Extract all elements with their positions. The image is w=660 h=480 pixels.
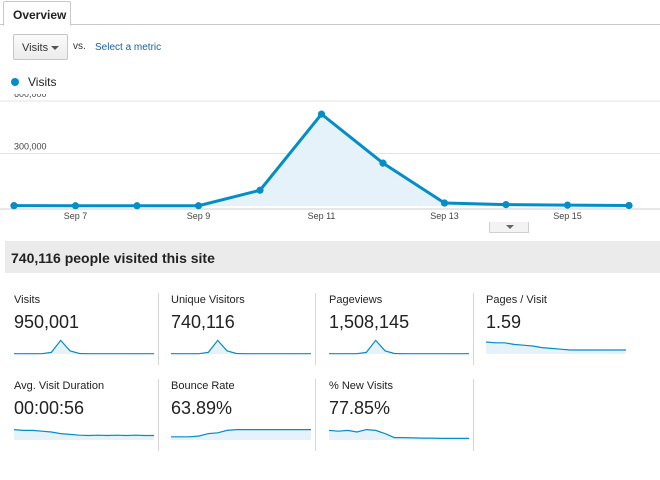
metric-sparkline [14, 339, 154, 355]
card-divider [158, 293, 159, 365]
chevron-down-icon [51, 46, 59, 50]
sparkline-line [486, 341, 626, 351]
sparkline-area [329, 340, 469, 354]
chevron-down-icon [506, 225, 514, 229]
metric-value: 1.59 [486, 312, 522, 332]
metric-card[interactable]: Pageviews 1,508,145 [329, 293, 474, 365]
card-divider [315, 293, 316, 365]
sparkline-line [14, 429, 154, 437]
metric-dropdown-label: Visits [22, 42, 49, 54]
x-tick-label: Sep 13 [430, 211, 459, 221]
metric-card[interactable]: Bounce Rate 63.89% [171, 379, 316, 451]
visits-line-chart: 600,000 300,000 Sep 7 Sep 9 Sep 11 Sep 13 Sep … [0, 94, 660, 221]
x-tick-label: Sep 15 [553, 211, 582, 221]
legend-series-name: Visits [28, 75, 57, 89]
sparkline-line [329, 339, 469, 355]
vs-label: vs. [73, 41, 86, 52]
visits-point [133, 202, 141, 210]
metric-sparkline [14, 429, 154, 440]
metric-card[interactable]: Visits 950,001 [14, 293, 159, 365]
metric-value: 950,001 [14, 312, 80, 332]
select-metric-link[interactable]: Select a metric [95, 42, 162, 53]
visits-point [563, 201, 572, 209]
visits-point [440, 199, 449, 207]
card-divider [473, 379, 474, 451]
visits-point [256, 186, 264, 194]
sparkline-area [171, 429, 311, 440]
sparkline-area [329, 429, 469, 440]
tab-overview[interactable]: Overview [3, 1, 71, 26]
sparkline-area [171, 340, 311, 354]
sparkline-line [14, 339, 154, 355]
metric-card[interactable]: Avg. Visit Duration 00:00:56 [14, 379, 159, 451]
metric-sparkline [171, 428, 311, 440]
metric-label: Pages / Visit [486, 294, 547, 306]
metric-label: Avg. Visit Duration [14, 380, 105, 392]
visits-point [317, 110, 326, 118]
visits-point [10, 202, 18, 210]
summary-bar: 740,116 people visited this site [5, 241, 660, 273]
metric-card[interactable]: Pages / Visit 1.59 [486, 293, 631, 365]
chart-legend: Visits [11, 75, 56, 89]
x-tick-label: Sep 7 [64, 211, 88, 221]
card-divider [473, 293, 474, 365]
metric-sparkline [171, 339, 311, 355]
metric-card[interactable]: Unique Visitors 740,116 [171, 293, 316, 365]
visits-point [379, 159, 387, 167]
y-tick-label: 600,000 [14, 94, 47, 99]
series-dot-icon [11, 78, 19, 86]
y-tick-label: 300,000 [14, 142, 47, 152]
tab-bar: Overview [0, 0, 660, 26]
metric-label: Pageviews [329, 294, 383, 306]
metric-label: Visits [14, 294, 41, 306]
sparkline-line [171, 428, 311, 438]
visits-point [194, 202, 203, 210]
metric-sparkline [486, 341, 626, 354]
metric-value: 77.85% [329, 398, 391, 418]
card-divider [158, 379, 159, 451]
metric-value: 00:00:56 [14, 398, 85, 418]
metric-value: 1,508,145 [329, 312, 410, 332]
card-divider [315, 379, 316, 451]
visits-point [71, 202, 80, 210]
sparkline-line [329, 428, 469, 439]
metric-card[interactable]: % New Visits 77.85% [329, 379, 474, 451]
metric-label: % New Visits [329, 380, 393, 392]
metric-value: 63.89% [171, 398, 233, 418]
summary-headline: 740,116 people visited this site [11, 250, 215, 266]
x-tick-label: Sep 11 [308, 211, 336, 221]
metric-value: 740,116 [171, 312, 235, 332]
metric-dropdown[interactable]: Visits [13, 34, 68, 60]
x-tick-label: Sep 9 [187, 211, 211, 221]
collapse-chart-handle[interactable] [489, 222, 529, 233]
metric-sparkline [329, 428, 469, 440]
visits-point [502, 201, 510, 209]
sparkline-area [486, 342, 626, 354]
visits-point [625, 201, 633, 210]
sparkline-area [14, 340, 154, 354]
visits-area [14, 114, 629, 206]
metric-label: Unique Visitors [171, 294, 245, 306]
metric-sparkline [329, 339, 469, 355]
metric-label: Bounce Rate [171, 380, 235, 392]
sparkline-line [171, 339, 311, 355]
